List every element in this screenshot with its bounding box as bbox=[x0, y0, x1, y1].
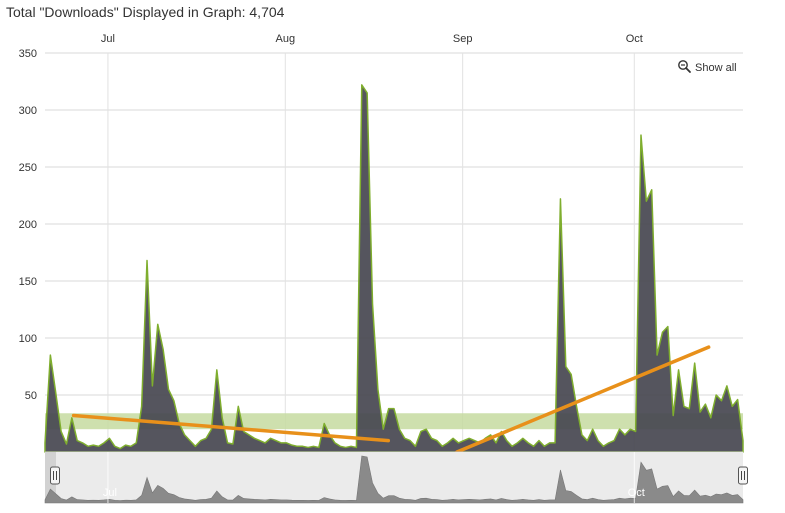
y-tick-label: 100 bbox=[19, 333, 37, 345]
y-gridlines bbox=[45, 52, 743, 396]
navigator-label-jul: Jul bbox=[103, 487, 117, 499]
trend-line-1 bbox=[71, 413, 391, 443]
month-label-oct: Oct bbox=[626, 33, 643, 45]
y-tick-label: 50 bbox=[25, 390, 37, 402]
y-axis-ticks: 50 100 150 200 250 300 350 bbox=[19, 48, 37, 402]
handle-grip bbox=[50, 466, 60, 485]
y-tick-label: 200 bbox=[19, 219, 37, 231]
trend-line-2 bbox=[455, 345, 711, 454]
navigator-month-labels: Jul Oct bbox=[103, 452, 645, 503]
navigator-handle-right[interactable] bbox=[738, 466, 748, 485]
show-all-button[interactable]: Show all bbox=[678, 60, 737, 74]
handle-grip bbox=[738, 466, 748, 485]
zoom-out-icon bbox=[678, 60, 691, 73]
month-label-sep: Sep bbox=[453, 33, 473, 45]
month-label-aug: Aug bbox=[276, 33, 296, 45]
y-tick-label: 300 bbox=[19, 105, 37, 117]
navigator-handle-left[interactable] bbox=[50, 466, 60, 485]
month-label-jul: Jul bbox=[101, 33, 115, 45]
range-navigator[interactable]: Jul Oct bbox=[44, 452, 748, 504]
total-downloads-title: Total "Downloads" Displayed in Graph: 4,… bbox=[6, 4, 285, 20]
y-tick-label: 350 bbox=[19, 48, 37, 60]
navigator-label-oct: Oct bbox=[628, 487, 645, 499]
x-gridlines bbox=[107, 53, 635, 452]
trend-lines bbox=[71, 345, 711, 454]
x-axis-month-labels: Jul Aug Sep Oct bbox=[101, 33, 643, 45]
y-tick-label: 250 bbox=[19, 162, 37, 174]
downloads-series-area bbox=[44, 84, 744, 453]
show-all-label[interactable]: Show all bbox=[695, 62, 737, 74]
y-tick-label: 150 bbox=[19, 276, 37, 288]
